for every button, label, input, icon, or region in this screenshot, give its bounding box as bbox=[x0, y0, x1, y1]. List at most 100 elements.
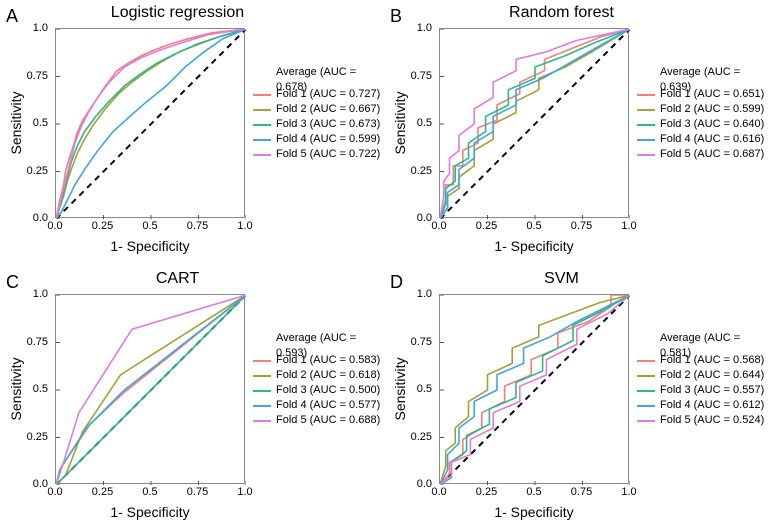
legend-swatch bbox=[253, 420, 271, 422]
legend-average: Average (AUC = 0.639) bbox=[637, 72, 768, 87]
legend-swatch bbox=[253, 390, 271, 392]
legend-item-fold2: Fold 2 (AUC = 0.644) bbox=[637, 368, 768, 383]
legend-swatch bbox=[637, 154, 655, 156]
legend-item-fold2: Fold 2 (AUC = 0.667) bbox=[253, 102, 384, 117]
y-tick-label: 0.0 bbox=[417, 212, 432, 224]
chance-diagonal bbox=[440, 29, 630, 219]
legend-swatch bbox=[253, 360, 271, 362]
y-tick-label: 0.5 bbox=[417, 117, 432, 129]
legend-swatch bbox=[253, 124, 271, 126]
legend-label: Fold 2 (AUC = 0.644) bbox=[660, 368, 764, 383]
y-tick-label: 0.5 bbox=[417, 383, 432, 395]
legend-label: Fold 3 (AUC = 0.500) bbox=[276, 383, 380, 398]
legend-item-fold3: Fold 3 (AUC = 0.500) bbox=[253, 383, 384, 398]
plot-area bbox=[55, 28, 245, 218]
x-ticks: 0.00.250.50.751.0 bbox=[55, 220, 245, 234]
legend-swatch bbox=[253, 405, 271, 407]
y-axis-label: Sensitivity bbox=[8, 294, 24, 484]
legend-item-fold2: Fold 2 (AUC = 0.599) bbox=[637, 102, 768, 117]
legend-item-fold4: Fold 4 (AUC = 0.599) bbox=[253, 132, 384, 147]
legend-item-fold5: Fold 5 (AUC = 0.524) bbox=[637, 413, 768, 428]
x-tick-label: 0.75 bbox=[187, 486, 208, 498]
x-tick-label: 0.75 bbox=[187, 220, 208, 232]
y-tick-label: 0.0 bbox=[33, 212, 48, 224]
legend-swatch bbox=[637, 109, 655, 111]
roc-svg bbox=[56, 29, 246, 219]
x-tick-label: 0.25 bbox=[92, 486, 113, 498]
y-ticks: 0.00.250.50.751.0 bbox=[408, 28, 436, 218]
chance-diagonal bbox=[56, 29, 246, 219]
y-tick-label: 0.75 bbox=[27, 70, 48, 82]
panel-letter: A bbox=[6, 6, 18, 27]
y-tick-label: 0.75 bbox=[411, 336, 432, 348]
legend-item-fold4: Fold 4 (AUC = 0.612) bbox=[637, 398, 768, 413]
panel-d: DSVMSensitivity1- Specificity0.00.250.50… bbox=[384, 266, 768, 532]
x-tick-label: 0.0 bbox=[47, 220, 62, 232]
plot-area bbox=[439, 28, 629, 218]
roc-grid: A Logistic regression Sensitivity 1- Specif… bbox=[0, 0, 768, 532]
legend-item-fold5: Fold 5 (AUC = 0.722) bbox=[253, 147, 384, 162]
x-tick-label: 0.25 bbox=[92, 220, 113, 232]
y-tick-label: 0.25 bbox=[27, 431, 48, 443]
y-axis-label: Sensitivity bbox=[392, 294, 408, 484]
panel-title: Logistic regression bbox=[55, 4, 300, 22]
legend-item-fold3: Fold 3 (AUC = 0.640) bbox=[637, 117, 768, 132]
legend-label: Fold 5 (AUC = 0.524) bbox=[660, 413, 764, 428]
legend-swatch bbox=[253, 375, 271, 377]
legend-label: Fold 3 (AUC = 0.673) bbox=[276, 117, 380, 132]
legend: Average (AUC = 0.593)Fold 1 (AUC = 0.583… bbox=[253, 338, 384, 428]
legend-label: Fold 1 (AUC = 0.568) bbox=[660, 353, 764, 368]
x-tick-label: 1.0 bbox=[237, 486, 252, 498]
x-ticks: 0.00.250.50.751.0 bbox=[55, 486, 245, 500]
x-tick-label: 0.0 bbox=[47, 486, 62, 498]
legend-label: Fold 1 (AUC = 0.727) bbox=[276, 87, 380, 102]
legend-item-fold1: Fold 1 (AUC = 0.651) bbox=[637, 87, 768, 102]
x-axis-label: 1- Specificity bbox=[55, 504, 245, 520]
legend-swatch bbox=[637, 420, 655, 422]
panel-title: SVM bbox=[439, 270, 684, 288]
legend-swatch bbox=[637, 139, 655, 141]
legend-swatch bbox=[253, 109, 271, 111]
y-tick-label: 0.25 bbox=[411, 431, 432, 443]
panel-letter: C bbox=[6, 272, 19, 293]
x-tick-label: 1.0 bbox=[621, 220, 636, 232]
legend-swatch bbox=[253, 94, 271, 96]
legend-swatch bbox=[637, 375, 655, 377]
roc-svg bbox=[440, 295, 630, 485]
y-tick-label: 0.5 bbox=[33, 117, 48, 129]
x-tick-label: 0.0 bbox=[431, 220, 446, 232]
legend-label: Fold 3 (AUC = 0.557) bbox=[660, 383, 764, 398]
legend-item-fold1: Fold 1 (AUC = 0.727) bbox=[253, 87, 384, 102]
legend-average: Average (AUC = 0.581) bbox=[637, 338, 768, 353]
legend-label: Fold 4 (AUC = 0.616) bbox=[660, 132, 764, 147]
roc-svg bbox=[440, 29, 630, 219]
x-tick-label: 0.5 bbox=[526, 220, 541, 232]
y-axis-label: Sensitivity bbox=[8, 28, 24, 218]
legend-label: Fold 2 (AUC = 0.618) bbox=[276, 368, 380, 383]
legend-label: Fold 4 (AUC = 0.599) bbox=[276, 132, 380, 147]
plot-area bbox=[55, 294, 245, 484]
y-ticks: 0.00.250.50.751.0 bbox=[24, 28, 52, 218]
legend-label: Fold 5 (AUC = 0.688) bbox=[276, 413, 380, 428]
legend-item-fold4: Fold 4 (AUC = 0.577) bbox=[253, 398, 384, 413]
x-tick-label: 0.75 bbox=[571, 220, 592, 232]
y-ticks: 0.00.250.50.751.0 bbox=[408, 294, 436, 484]
panel-title: Random forest bbox=[439, 4, 684, 22]
x-tick-label: 0.75 bbox=[571, 486, 592, 498]
legend-label: Fold 2 (AUC = 0.599) bbox=[660, 102, 764, 117]
chance-diagonal bbox=[440, 295, 630, 485]
panel-c: CCARTSensitivity1- Specificity0.00.250.5… bbox=[0, 266, 384, 532]
x-tick-label: 0.25 bbox=[476, 486, 497, 498]
legend-average: Average (AUC = 0.678) bbox=[253, 72, 384, 87]
legend-average: Average (AUC = 0.593) bbox=[253, 338, 384, 353]
x-tick-label: 1.0 bbox=[237, 220, 252, 232]
plot-area bbox=[439, 294, 629, 484]
y-tick-label: 0.75 bbox=[411, 70, 432, 82]
y-tick-label: 0.25 bbox=[27, 165, 48, 177]
y-tick-label: 1.0 bbox=[417, 22, 432, 34]
x-axis-label: 1- Specificity bbox=[55, 238, 245, 254]
x-tick-label: 0.5 bbox=[142, 486, 157, 498]
y-tick-label: 0.5 bbox=[33, 383, 48, 395]
y-tick-label: 0.25 bbox=[411, 165, 432, 177]
x-ticks: 0.00.250.50.751.0 bbox=[439, 486, 629, 500]
